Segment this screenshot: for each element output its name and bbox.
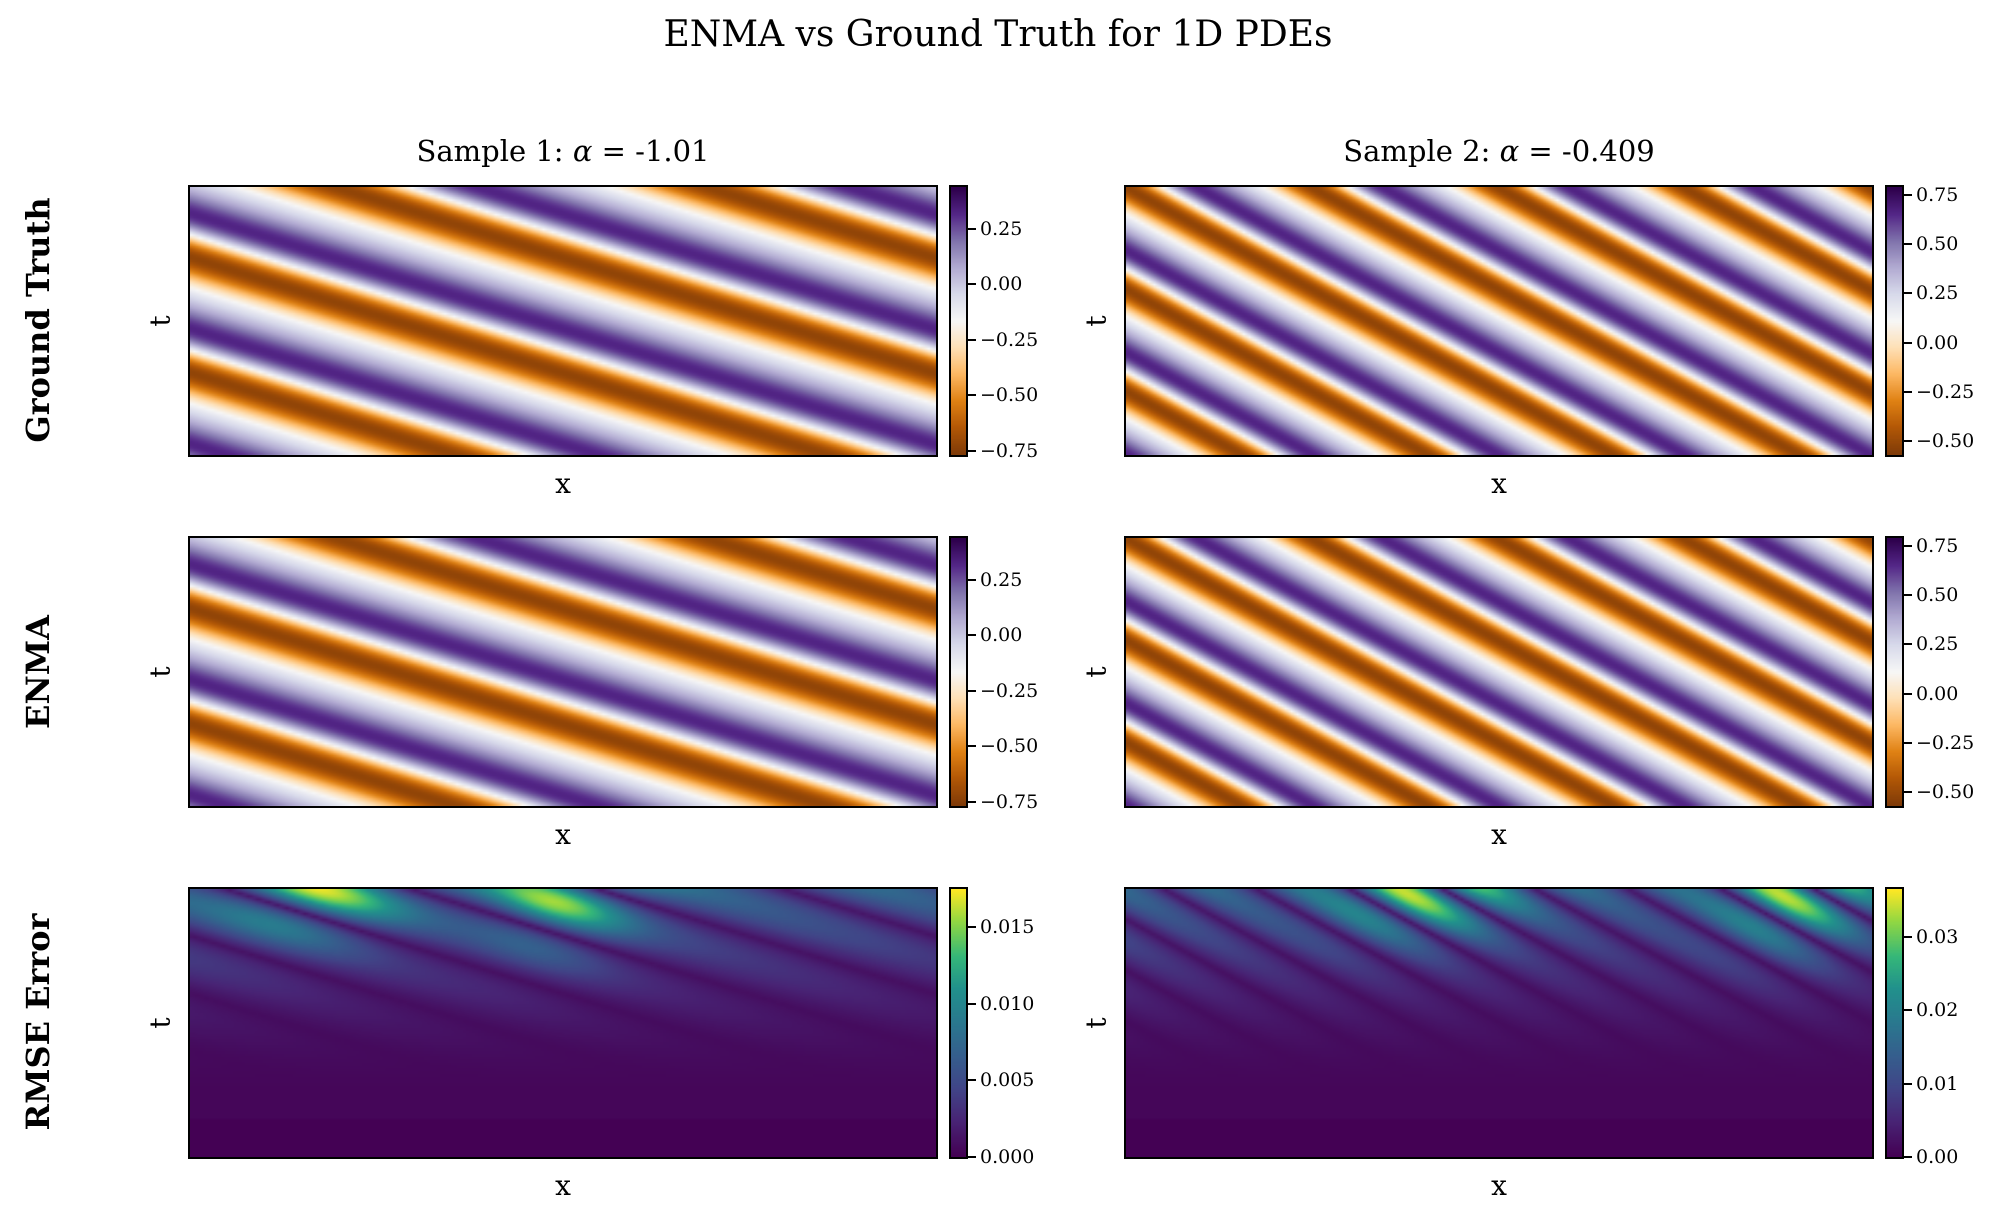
colorbar-tick-label: 0.00 bbox=[1916, 331, 1959, 354]
heatmap-enma-sample-1 bbox=[188, 536, 938, 808]
colorbar-tick bbox=[968, 745, 976, 748]
colorbar-tick-label: 0.00 bbox=[1916, 682, 1959, 705]
heatmap-enma-sample-2 bbox=[1124, 536, 1874, 808]
colorbar-tick bbox=[1904, 594, 1912, 597]
row-label-rmse-error: RMSE Error bbox=[19, 913, 57, 1131]
y-axis-label: t bbox=[143, 315, 177, 327]
colorbar-tick-label: 0.75 bbox=[1916, 183, 1959, 206]
colorbar-tick bbox=[968, 579, 976, 582]
colorbar-tick bbox=[968, 228, 976, 231]
colorbar-tick bbox=[968, 283, 976, 286]
colorbar-tick bbox=[968, 394, 976, 397]
row-label-ground-truth: Ground Truth bbox=[19, 197, 57, 443]
colorbar-tick bbox=[968, 338, 976, 341]
x-axis-label: x bbox=[1491, 1169, 1507, 1202]
colorbar-tick bbox=[1904, 544, 1912, 547]
colorbar-enma-sample-2 bbox=[1885, 536, 1904, 808]
colorbar-tick bbox=[968, 1002, 976, 1005]
colorbar-tick-label: −0.75 bbox=[980, 790, 1039, 813]
heatmap-ground-truth-sample-2 bbox=[1124, 185, 1874, 457]
y-axis-label: t bbox=[143, 666, 177, 678]
colorbar-tick-label: −0.50 bbox=[1916, 430, 1975, 453]
colorbar-tick bbox=[1904, 643, 1912, 646]
colorbar-tick bbox=[1904, 1082, 1912, 1085]
y-axis-label: t bbox=[1079, 315, 1113, 327]
colorbar-enma-sample-1 bbox=[949, 536, 968, 808]
colorbar-tick-label: 0.000 bbox=[980, 1146, 1035, 1168]
heatmap-ground-truth-sample-1 bbox=[188, 185, 938, 457]
colorbar-tick bbox=[1904, 935, 1912, 938]
colorbar-tick-label: −0.75 bbox=[980, 439, 1039, 462]
colorbar-tick-label: −0.50 bbox=[1916, 781, 1975, 804]
colorbar-tick bbox=[1904, 1009, 1912, 1012]
title-prefix: Sample 2: bbox=[1343, 134, 1500, 168]
colorbar-tick-label: 0.03 bbox=[1916, 925, 1959, 948]
colorbar-tick-label: −0.25 bbox=[1916, 731, 1975, 754]
colorbar-tick bbox=[968, 800, 976, 803]
title-suffix: = -0.409 bbox=[1519, 134, 1655, 168]
x-axis-label: x bbox=[555, 467, 571, 500]
column-title-sample-1: Sample 1: α = -1.01 bbox=[188, 134, 938, 168]
colorbar-tick bbox=[1904, 341, 1912, 344]
colorbar-tick bbox=[1904, 440, 1912, 443]
colorbar-tick-label: 0.00 bbox=[980, 624, 1023, 647]
colorbar-rmse-error-sample-2 bbox=[1885, 887, 1904, 1159]
colorbar-tick bbox=[1904, 692, 1912, 695]
colorbar-tick bbox=[1904, 1156, 1912, 1158]
alpha-symbol: α bbox=[572, 134, 593, 168]
colorbar-tick-label: −0.25 bbox=[980, 679, 1039, 702]
colorbar-tick-label: 0.010 bbox=[980, 992, 1035, 1015]
colorbar-tick bbox=[968, 1079, 976, 1082]
column-title-sample-2: Sample 2: α = -0.409 bbox=[1124, 134, 1874, 168]
x-axis-label: x bbox=[1491, 818, 1507, 851]
colorbar-tick-label: 0.75 bbox=[1916, 534, 1959, 557]
colorbar-tick-label: 0.02 bbox=[1916, 999, 1959, 1022]
colorbar-rmse-error-sample-1 bbox=[949, 887, 968, 1159]
x-axis-label: x bbox=[555, 818, 571, 851]
colorbar-tick bbox=[1904, 193, 1912, 196]
alpha-symbol: α bbox=[1499, 134, 1520, 168]
heatmap-rmse-error-sample-2 bbox=[1124, 887, 1874, 1159]
colorbar-tick-label: 0.25 bbox=[1916, 633, 1959, 656]
colorbar-tick bbox=[968, 1156, 976, 1158]
y-axis-label: t bbox=[1079, 1017, 1113, 1029]
heatmap-rmse-error-sample-1 bbox=[188, 887, 938, 1159]
colorbar-tick bbox=[1904, 791, 1912, 794]
colorbar-tick bbox=[1904, 741, 1912, 744]
colorbar-ground-truth-sample-2 bbox=[1885, 185, 1904, 457]
y-axis-label: t bbox=[143, 1017, 177, 1029]
title-prefix: Sample 1: bbox=[416, 134, 573, 168]
colorbar-tick-label: 0.25 bbox=[1916, 282, 1959, 305]
colorbar-tick-label: 0.00 bbox=[1916, 1146, 1959, 1168]
colorbar-tick-label: 0.01 bbox=[1916, 1072, 1959, 1095]
colorbar-tick bbox=[1904, 390, 1912, 393]
title-suffix: = -1.01 bbox=[592, 134, 710, 168]
colorbar-tick-label: 0.015 bbox=[980, 916, 1035, 939]
colorbar-tick-label: 0.00 bbox=[980, 273, 1023, 296]
colorbar-tick-label: 0.25 bbox=[980, 569, 1023, 592]
colorbar-tick bbox=[968, 634, 976, 637]
colorbar-tick-label: −0.50 bbox=[980, 384, 1039, 407]
colorbar-tick-label: 0.005 bbox=[980, 1069, 1035, 1092]
colorbar-tick-label: −0.25 bbox=[980, 328, 1039, 351]
x-axis-label: x bbox=[555, 1169, 571, 1202]
colorbar-tick bbox=[1904, 243, 1912, 246]
colorbar-tick-label: −0.50 bbox=[980, 735, 1039, 758]
row-label-enma: ENMA bbox=[19, 615, 57, 729]
colorbar-tick-label: 0.50 bbox=[1916, 584, 1959, 607]
colorbar-tick-label: 0.25 bbox=[980, 218, 1023, 241]
colorbar-tick bbox=[968, 449, 976, 452]
colorbar-ground-truth-sample-1 bbox=[949, 185, 968, 457]
colorbar-tick-label: −0.25 bbox=[1916, 380, 1975, 403]
x-axis-label: x bbox=[1491, 467, 1507, 500]
colorbar-tick-label: 0.50 bbox=[1916, 233, 1959, 256]
figure-title: ENMA vs Ground Truth for 1D PDEs bbox=[663, 14, 1333, 55]
y-axis-label: t bbox=[1079, 666, 1113, 678]
colorbar-tick bbox=[1904, 292, 1912, 295]
colorbar-tick bbox=[968, 689, 976, 692]
colorbar-tick bbox=[968, 926, 976, 929]
